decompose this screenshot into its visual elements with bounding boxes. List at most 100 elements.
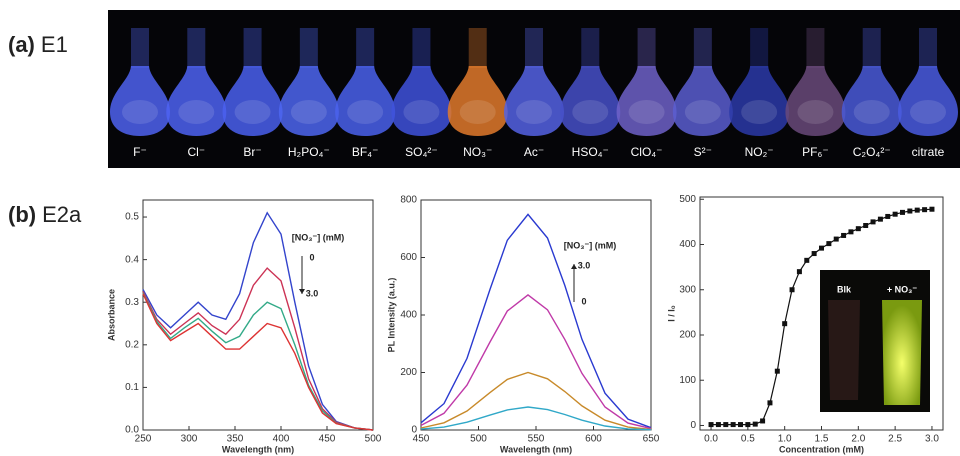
y-tick-label: 800 (400, 195, 417, 206)
data-point (870, 219, 876, 225)
ion-label: Br⁻ (243, 145, 261, 159)
data-point (907, 208, 913, 214)
y-tick-label: 400 (679, 239, 696, 250)
data-point (877, 216, 883, 222)
inset-vial (828, 300, 860, 400)
y-tick-label: 400 (400, 310, 417, 321)
data-point (796, 269, 802, 275)
x-tick-label: 400 (273, 434, 290, 445)
flask-glow (853, 100, 890, 124)
ion-label: PF₆⁻ (802, 145, 829, 159)
y-tick-label: 500 (679, 194, 696, 205)
x-tick-label: 250 (135, 434, 152, 445)
plot-frame (142, 199, 374, 431)
series-line (142, 211, 374, 431)
x-tick-label: 450 (413, 434, 430, 445)
plot-frame (420, 199, 652, 431)
y-tick-label: 300 (679, 284, 696, 295)
flask-neck (412, 28, 431, 68)
y-tick-label: 200 (679, 330, 696, 341)
flask-glow (741, 100, 778, 124)
y-tick-label: 600 (400, 252, 417, 263)
x-tick-label: 500 (470, 434, 487, 445)
inset-label: Blk (837, 284, 852, 294)
x-tick-label: 600 (585, 434, 602, 445)
y-tick-label: 0.3 (125, 297, 139, 308)
data-point (826, 241, 832, 247)
flask-neck (131, 28, 149, 68)
data-point (723, 422, 729, 428)
flask-body (110, 66, 170, 136)
ion-label: Ac⁻ (524, 145, 544, 159)
arrow-head (571, 264, 577, 269)
data-point (708, 422, 714, 428)
flask-body (504, 66, 564, 136)
data-point (863, 223, 869, 229)
flask-body (729, 66, 790, 136)
x-tick-label: 450 (319, 434, 336, 445)
flask-glow (178, 100, 215, 124)
x-tick-label: 550 (528, 434, 545, 445)
x-tick-label: 2.5 (888, 434, 902, 445)
x-tick-label: 500 (365, 434, 382, 445)
flask-neck (862, 28, 881, 68)
flask-neck (187, 28, 206, 68)
series-line (420, 213, 652, 429)
flask-body (672, 66, 733, 136)
flask-neck (919, 28, 937, 68)
annotation-end: 0 (581, 296, 586, 306)
y-axis-label: I / I₀ (666, 305, 676, 322)
x-tick-label: 2.0 (851, 434, 865, 445)
flask-glow (797, 100, 834, 124)
flask-body (560, 66, 621, 136)
data-point (892, 211, 898, 217)
flask-neck (693, 28, 712, 68)
data-point (782, 321, 788, 327)
ion-label: H₂PO₄⁻ (288, 145, 330, 159)
data-point (833, 236, 839, 242)
flask-body (785, 66, 846, 136)
series-line (420, 294, 652, 430)
panel-label: (a) E1 (8, 32, 68, 57)
flask-glow (516, 100, 552, 124)
panel-title: E2a (42, 202, 82, 227)
data-point (752, 421, 758, 427)
vials (110, 28, 958, 136)
ion-label: C₂O₄²⁻ (853, 145, 891, 159)
flask-neck (525, 28, 543, 68)
flask-body (616, 66, 677, 136)
series-line (142, 293, 374, 431)
flask-neck (750, 28, 769, 68)
y-tick-label: 0 (690, 420, 696, 431)
x-tick-label: 0.5 (741, 434, 755, 445)
flask-body (278, 66, 339, 136)
flask-glow (572, 100, 609, 124)
ion-label: S²⁻ (694, 145, 712, 159)
data-point (848, 229, 854, 235)
flask-glow (910, 100, 946, 124)
ion-label: NO₃⁻ (463, 145, 492, 159)
series-line (420, 371, 652, 431)
ion-label: F⁻ (133, 145, 147, 159)
arrow-head (299, 289, 305, 294)
series-line (142, 292, 374, 431)
flask-body (222, 66, 283, 136)
panel-title: E1 (41, 32, 68, 57)
annotation-title: [NO₃⁻] (mM) (292, 232, 344, 242)
flask-neck (806, 28, 825, 68)
y-tick-label: 0.5 (125, 212, 139, 223)
data-point (774, 368, 780, 374)
flask-glow (459, 100, 496, 124)
flask-body (335, 66, 396, 136)
annotation-start: 0 (309, 252, 314, 262)
flask-neck (299, 28, 318, 68)
flask-glow (347, 100, 384, 124)
series-line (420, 406, 652, 431)
y-tick-label: 0.2 (125, 339, 139, 350)
series-line (142, 267, 374, 431)
data-point (811, 251, 817, 257)
ion-label: ClO₄⁻ (631, 145, 663, 159)
y-tick-label: 0.0 (125, 425, 139, 436)
data-point (738, 422, 743, 428)
y-tick-label: 200 (400, 367, 417, 378)
